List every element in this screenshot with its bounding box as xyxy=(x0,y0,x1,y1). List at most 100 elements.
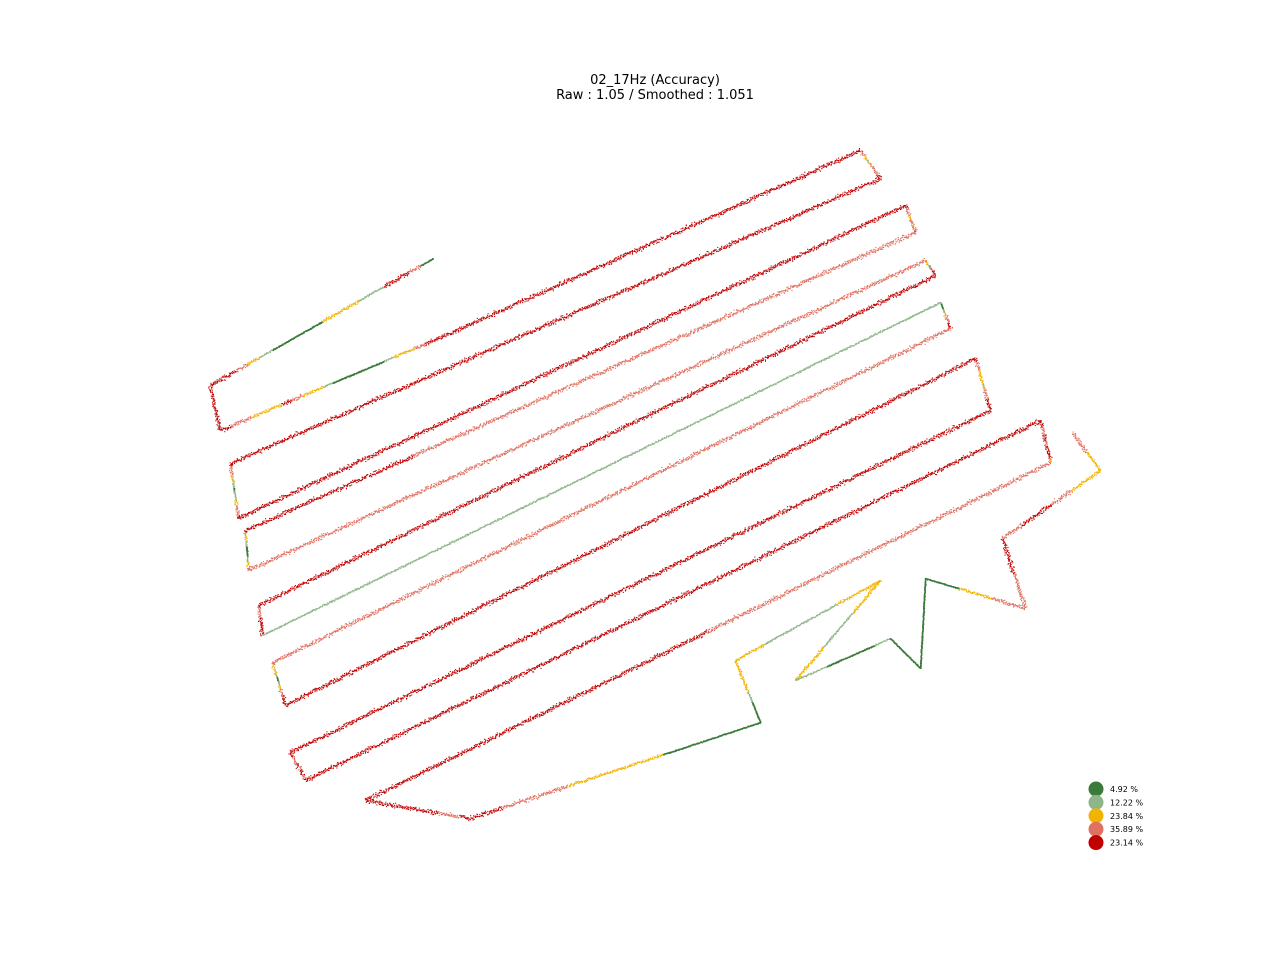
track-point xyxy=(296,431,298,433)
track-point xyxy=(409,384,411,386)
track-point xyxy=(440,424,442,426)
track-point xyxy=(633,286,635,288)
track-point xyxy=(423,344,425,347)
track-point xyxy=(260,356,262,358)
track-point xyxy=(377,363,379,365)
track-point xyxy=(798,214,800,216)
track-point xyxy=(640,281,642,283)
track-point xyxy=(763,192,765,194)
track-point xyxy=(577,309,579,312)
track-point xyxy=(706,250,708,253)
track-point xyxy=(700,257,702,259)
track-point xyxy=(496,394,498,397)
track-point xyxy=(634,284,636,287)
track-point xyxy=(826,201,828,203)
track-point xyxy=(721,248,723,251)
track-point xyxy=(333,314,335,316)
track-point xyxy=(513,337,515,339)
track-point xyxy=(511,306,513,308)
track-point xyxy=(438,421,440,424)
track-point xyxy=(467,325,469,327)
track-point xyxy=(419,347,421,349)
track-point xyxy=(686,227,688,230)
track-point xyxy=(708,252,710,254)
track-point xyxy=(836,160,838,162)
track-point xyxy=(501,309,503,311)
track-point xyxy=(807,173,809,175)
track-point xyxy=(490,348,492,350)
track-point xyxy=(313,389,316,391)
track-point xyxy=(460,326,463,328)
track-point xyxy=(666,272,668,274)
track-point xyxy=(539,377,541,379)
track-point xyxy=(438,424,440,426)
track-point xyxy=(847,154,849,156)
track-point xyxy=(351,305,353,308)
track-point xyxy=(372,292,374,294)
track-point xyxy=(232,464,234,466)
track-point xyxy=(653,241,655,243)
track-point xyxy=(583,356,585,358)
track-point xyxy=(468,324,470,326)
track-point xyxy=(233,481,235,483)
track-point xyxy=(559,365,561,367)
track-point xyxy=(407,272,409,274)
track-point xyxy=(543,325,545,327)
track-point xyxy=(689,224,691,227)
track-point xyxy=(525,298,527,300)
track-point xyxy=(552,290,554,292)
track-point xyxy=(558,320,560,322)
track-point xyxy=(849,193,851,195)
track-point xyxy=(626,287,628,289)
track-point xyxy=(443,368,445,370)
track-point xyxy=(418,267,420,269)
track-point xyxy=(386,284,388,286)
track-point xyxy=(217,420,219,422)
track-point xyxy=(334,313,336,315)
track-point xyxy=(547,323,549,325)
track-point xyxy=(278,405,280,407)
track-point xyxy=(367,296,370,298)
track-point xyxy=(461,413,463,415)
track-point xyxy=(754,196,756,198)
track-point xyxy=(729,209,731,211)
track-point xyxy=(522,300,524,302)
track-point xyxy=(481,318,483,320)
track-point xyxy=(596,265,598,267)
track-point xyxy=(633,287,635,289)
track-point xyxy=(528,333,530,335)
track-point xyxy=(411,437,414,439)
track-point xyxy=(487,400,489,403)
track-point xyxy=(640,329,642,331)
track-point xyxy=(523,335,525,337)
track-point xyxy=(427,431,429,433)
track-point xyxy=(456,363,458,365)
track-point xyxy=(538,329,541,331)
track-point xyxy=(395,388,397,390)
track-point xyxy=(457,328,460,330)
track-point xyxy=(441,334,443,336)
track-point xyxy=(389,284,391,286)
track-point xyxy=(547,289,549,291)
track-point xyxy=(470,358,472,360)
track-point xyxy=(557,319,559,321)
track-point xyxy=(650,279,652,281)
track-point xyxy=(714,215,716,217)
track-point xyxy=(491,315,493,317)
track-point xyxy=(864,183,866,185)
track-point xyxy=(519,385,521,387)
track-point xyxy=(594,352,597,354)
track-point xyxy=(450,368,452,370)
track-point xyxy=(713,250,715,252)
track-point xyxy=(364,458,366,460)
track-point xyxy=(663,273,665,275)
track-point xyxy=(303,396,305,398)
track-point xyxy=(213,400,215,402)
track-point xyxy=(676,268,678,270)
track-point xyxy=(641,328,643,330)
track-point xyxy=(680,228,682,230)
track-point xyxy=(353,409,355,411)
track-point xyxy=(455,418,457,420)
track-point xyxy=(544,323,546,326)
track-point xyxy=(395,354,397,356)
